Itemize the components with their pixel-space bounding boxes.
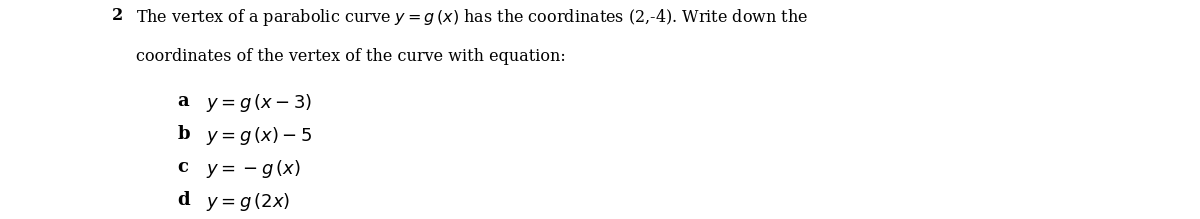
Text: $y = g\,(x - 3)$: $y = g\,(x - 3)$ [206, 92, 313, 114]
Text: a: a [178, 92, 190, 110]
Text: coordinates of the vertex of the curve with equation:: coordinates of the vertex of the curve w… [136, 48, 565, 65]
Text: 2: 2 [112, 7, 122, 24]
Text: $y = g\,(x) - 5$: $y = g\,(x) - 5$ [206, 125, 313, 147]
Text: c: c [178, 158, 188, 176]
Text: $y = g\,(2x)$: $y = g\,(2x)$ [206, 191, 290, 212]
Text: The vertex of a parabolic curve $y = g\,(x)$ has the coordinates (2,-4). Write d: The vertex of a parabolic curve $y = g\,… [136, 7, 808, 28]
Text: $y = -g\,(x)$: $y = -g\,(x)$ [206, 158, 301, 180]
Text: d: d [178, 191, 191, 208]
Text: b: b [178, 125, 191, 143]
